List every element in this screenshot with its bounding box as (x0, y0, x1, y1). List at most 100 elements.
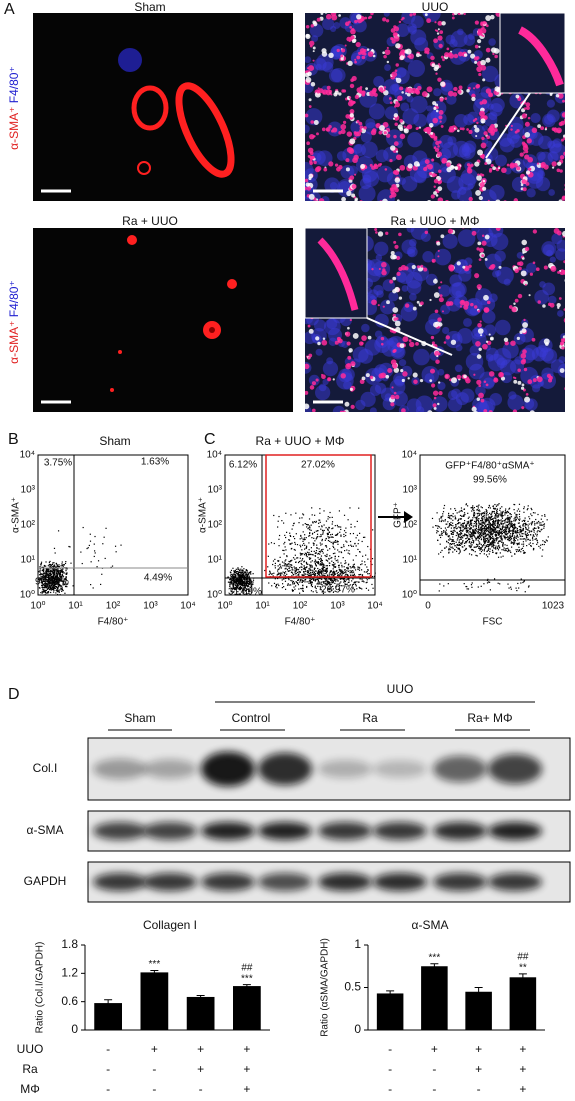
red-signal (397, 95, 403, 102)
decor-dot (54, 577, 56, 579)
decor-dot (303, 571, 305, 573)
red-signal (419, 378, 424, 383)
decor-dot (311, 565, 313, 567)
red-signal (480, 334, 483, 337)
decor-dot (361, 574, 364, 576)
image-title: Ra + UUO (122, 214, 178, 228)
red-signal (441, 21, 446, 26)
decor-dot (285, 549, 287, 551)
red-signal (340, 124, 347, 130)
red-signal (437, 381, 441, 384)
decor-dot (100, 583, 102, 586)
decor-dot (472, 542, 475, 544)
decor-dot (497, 524, 499, 526)
red-signal (479, 182, 485, 188)
decor-dot (42, 590, 45, 592)
decor-dot (278, 515, 280, 518)
decor-dot (297, 568, 299, 570)
decor-dot (450, 524, 452, 527)
decor-dot (517, 549, 519, 551)
red-signal (531, 337, 536, 342)
decor-dot (308, 581, 310, 583)
decor-dot (277, 583, 279, 585)
decor-dot (303, 561, 305, 563)
decor-dot (354, 575, 356, 577)
decor-dot (47, 583, 49, 585)
decor-dot (301, 579, 304, 581)
decor-dot (282, 583, 284, 585)
red-signal (369, 90, 376, 97)
decor-dot (235, 580, 238, 582)
red-signal (471, 406, 477, 412)
decor-dot (485, 540, 487, 542)
blue-cell (322, 61, 334, 73)
red-signal (332, 378, 335, 381)
blue-cell (535, 176, 551, 192)
decor-dot (313, 578, 315, 581)
decor-dot (44, 591, 46, 593)
decor-dot (348, 563, 350, 565)
red-signal (561, 112, 565, 118)
decor-dot (54, 587, 57, 589)
decor-dot (436, 525, 438, 527)
decor-dot (60, 577, 62, 579)
red-signal (393, 141, 399, 146)
red-signal (567, 26, 573, 32)
decor-dot (268, 582, 270, 584)
x-tick-label: 10³ (330, 601, 345, 612)
decor-dot (500, 531, 502, 533)
decor-dot (462, 540, 464, 542)
blue-cell (350, 52, 363, 65)
decor-dot (51, 563, 54, 566)
red-signal (476, 354, 482, 359)
decor-dot (238, 589, 240, 591)
decor-dot (326, 574, 329, 576)
blue-cell (368, 103, 385, 120)
decor-dot (339, 575, 341, 577)
red-signal (389, 279, 394, 284)
decor-dot (320, 578, 322, 580)
red-signal (523, 151, 526, 154)
decor-dot (336, 534, 339, 536)
red-signal (367, 51, 374, 57)
decor-dot (315, 561, 317, 563)
decor-dot (242, 582, 244, 584)
decor-dot (462, 534, 464, 537)
blue-cell (549, 256, 556, 263)
decor-dot (325, 580, 327, 582)
decor-dot (329, 511, 331, 514)
decor-dot (492, 527, 495, 529)
decor-dot (55, 570, 58, 572)
red-signal (476, 175, 482, 181)
decor-dot (478, 526, 480, 529)
decor-dot (243, 576, 245, 578)
decor-dot (243, 578, 246, 580)
decor-dot (248, 571, 251, 573)
decor-dot (311, 560, 313, 562)
red-signal (380, 342, 384, 346)
red-signal (562, 269, 565, 275)
red-signal (485, 15, 492, 21)
decor-dot (492, 551, 494, 553)
blue-cell (480, 189, 497, 201)
decor-dot (237, 585, 239, 587)
decor-dot (250, 586, 253, 588)
decor-dot (45, 568, 48, 571)
decor-dot (317, 553, 319, 555)
decor-dot (365, 554, 367, 556)
decor-dot (60, 570, 62, 572)
decor-dot (317, 583, 319, 585)
decor-dot (278, 584, 280, 587)
blue-cell (316, 150, 333, 167)
decor-dot (230, 588, 232, 590)
decor-dot (321, 550, 324, 552)
decor-dot (353, 583, 355, 585)
red-signal (383, 412, 388, 417)
decor-dot (249, 578, 251, 581)
decor-dot (303, 560, 306, 562)
decor-dot (465, 527, 468, 530)
decor-dot (301, 566, 303, 568)
red-signal (446, 412, 452, 418)
decor-dot (309, 580, 311, 582)
decor-dot (304, 544, 306, 546)
